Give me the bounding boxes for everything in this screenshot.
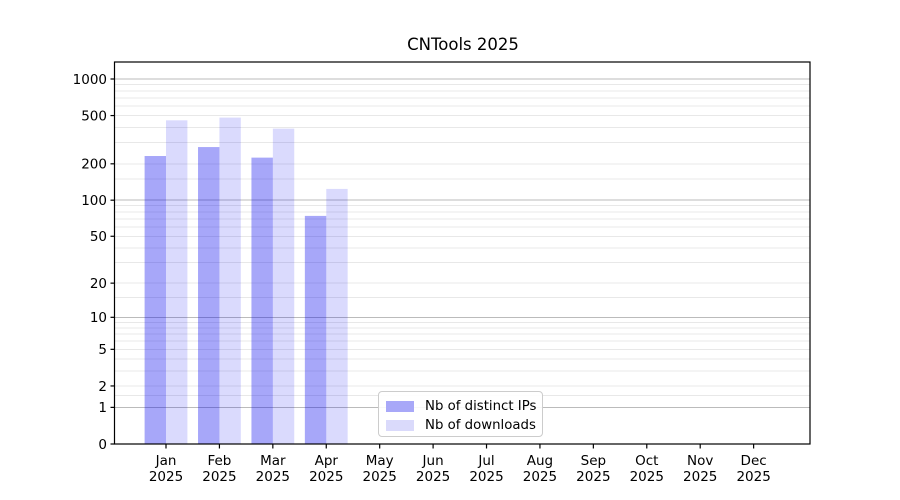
y-tick-label-2: 2 — [98, 379, 107, 395]
y-tick-label-500: 500 — [81, 108, 107, 124]
x-tick-label-month-oct: Oct — [635, 453, 658, 469]
x-tick-label-year-sep: 2025 — [576, 469, 610, 485]
bar-downloads-jan — [166, 120, 188, 444]
legend-swatch-distinct-ips — [386, 401, 414, 412]
legend-label-downloads: Nb of downloads — [425, 418, 536, 433]
x-tick-label-year-feb: 2025 — [202, 469, 236, 485]
x-tick-label-month-jun: Jun — [422, 453, 444, 469]
bar-distinct-ips-jan — [144, 156, 166, 444]
x-tick-label-month-aug: Aug — [527, 453, 553, 469]
bar-distinct-ips-apr — [304, 215, 327, 444]
x-tick-label-year-jul: 2025 — [469, 469, 503, 485]
legend-label-distinct-ips: Nb of distinct IPs — [425, 399, 537, 414]
chart-title: CNTools 2025 — [407, 35, 519, 54]
x-tick-label-month-feb: Feb — [207, 453, 231, 469]
y-tick-label-5: 5 — [98, 342, 107, 358]
y-tick-label-10: 10 — [90, 310, 107, 326]
bar-downloads-feb — [219, 117, 241, 444]
bar-downloads-apr — [326, 188, 348, 444]
x-tick-label-month-may: May — [366, 453, 394, 469]
legend-item-distinct-ips: Nb of distinct IPs — [386, 397, 536, 416]
y-tick-label-50: 50 — [90, 229, 107, 245]
y-tick-label-1: 1 — [98, 400, 107, 416]
x-tick-label-month-sep: Sep — [581, 453, 606, 469]
y-tick-label-100: 100 — [81, 193, 107, 209]
y-tick-label-200: 200 — [81, 157, 107, 173]
x-tick-label-year-apr: 2025 — [309, 469, 343, 485]
x-tick-label-month-dec: Dec — [741, 453, 767, 469]
bar-downloads-mar — [272, 128, 295, 445]
y-tick-label-1000: 1000 — [73, 72, 107, 88]
x-tick-label-year-mar: 2025 — [256, 469, 290, 485]
bar-distinct-ips-mar — [251, 157, 273, 444]
x-tick-label-year-dec: 2025 — [736, 469, 770, 485]
x-tick-label-year-oct: 2025 — [630, 469, 664, 485]
legend-item-downloads: Nb of downloads — [386, 416, 536, 435]
x-tick-label-year-nov: 2025 — [683, 469, 717, 485]
x-tick-label-month-jan: Jan — [155, 453, 177, 469]
x-tick-label-month-jul: Jul — [477, 453, 494, 469]
plot-border — [113, 61, 811, 445]
x-tick-label-year-may: 2025 — [363, 469, 397, 485]
x-tick-label-month-mar: Mar — [260, 453, 286, 469]
x-tick-label-month-nov: Nov — [687, 453, 713, 469]
legend-swatch-downloads — [386, 420, 414, 431]
y-tick-label-20: 20 — [90, 276, 107, 292]
legend: Nb of distinct IPs Nb of downloads — [378, 391, 543, 437]
x-tick-label-month-apr: Apr — [315, 453, 339, 469]
y-tick-label-0: 0 — [98, 437, 107, 453]
x-tick-label-year-jun: 2025 — [416, 469, 450, 485]
bar-distinct-ips-feb — [198, 147, 220, 444]
x-tick-label-year-aug: 2025 — [523, 469, 557, 485]
x-tick-label-year-jan: 2025 — [149, 469, 183, 485]
